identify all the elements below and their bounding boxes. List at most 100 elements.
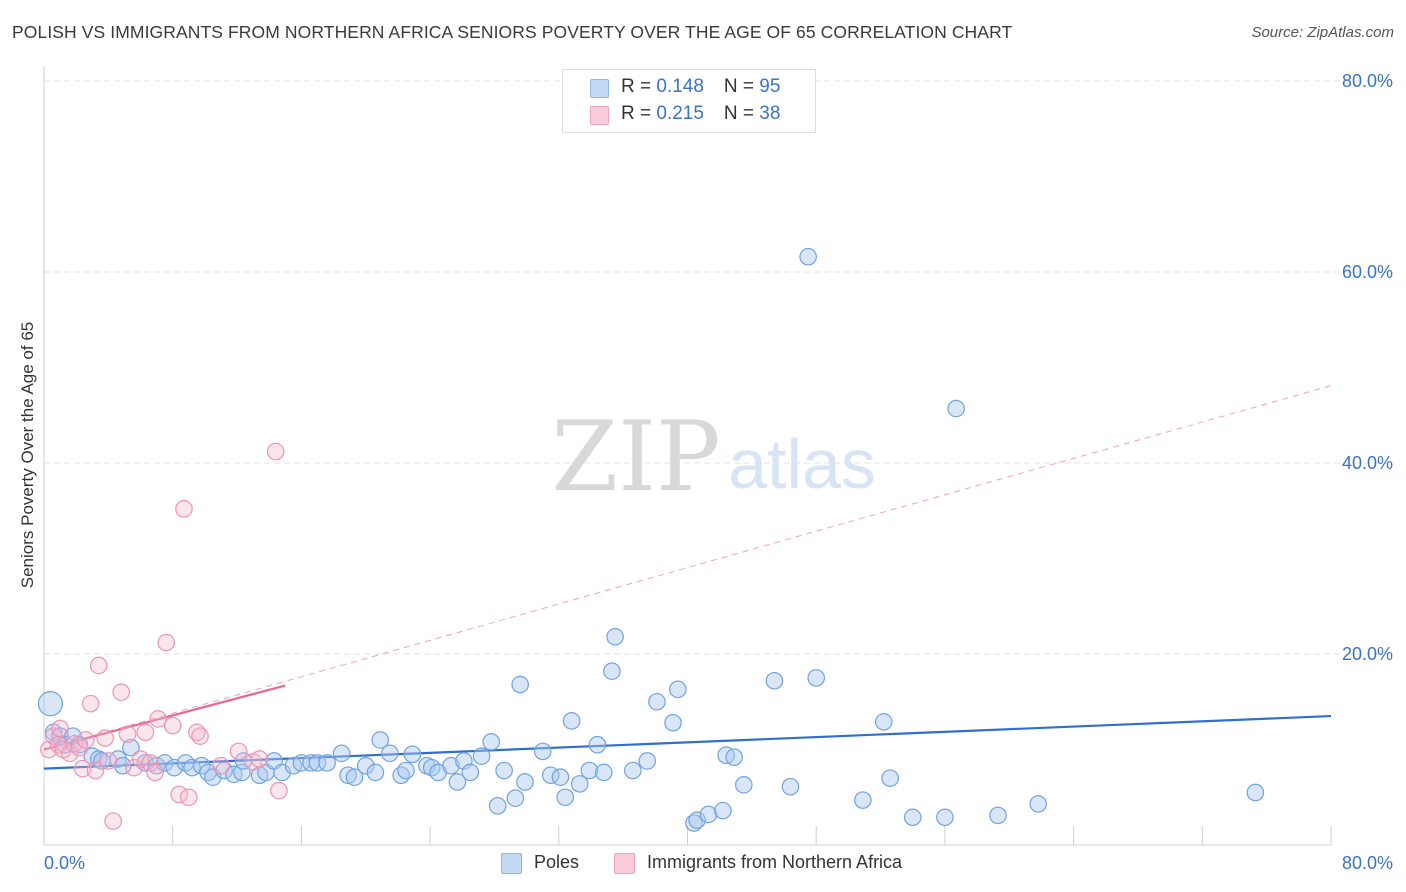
data-point-poles bbox=[881, 769, 900, 787]
data-point-poles bbox=[308, 754, 327, 772]
data-point-immigrants bbox=[77, 731, 95, 749]
data-point-poles bbox=[936, 808, 954, 827]
data-point-poles bbox=[685, 814, 703, 832]
n-value: 95 bbox=[759, 76, 781, 97]
data-point-poles bbox=[392, 766, 410, 785]
data-point-poles bbox=[588, 735, 607, 754]
x-tick-label: 0.0% bbox=[44, 853, 85, 873]
data-point-immigrants bbox=[270, 781, 288, 800]
data-point-poles bbox=[947, 399, 965, 418]
data-point-poles bbox=[37, 691, 64, 717]
data-point-poles bbox=[192, 756, 211, 775]
data-point-poles bbox=[699, 805, 718, 824]
legend-row-immigrants: R = 0.215 N = 38 bbox=[563, 102, 815, 128]
watermark-zip: ZIP bbox=[551, 401, 720, 513]
data-point-poles bbox=[765, 671, 784, 690]
data-point-poles bbox=[595, 763, 613, 782]
data-point-poles bbox=[1029, 795, 1048, 813]
legend-row-poles: R = 0.148 N = 95 bbox=[563, 75, 815, 101]
n-label: N = bbox=[723, 103, 760, 124]
data-point-poles bbox=[735, 776, 753, 794]
data-point-immigrants bbox=[60, 744, 79, 763]
data-point-immigrants bbox=[157, 633, 176, 652]
legend-swatch-immigrants bbox=[590, 106, 609, 125]
data-point-immigrants bbox=[89, 656, 108, 675]
data-point-poles bbox=[488, 797, 507, 815]
data-point-poles bbox=[989, 806, 1007, 825]
r-value: 0.215 bbox=[656, 103, 704, 124]
data-point-poles bbox=[854, 791, 872, 809]
data-point-poles bbox=[562, 712, 581, 730]
data-point-immigrants bbox=[131, 750, 150, 768]
source-label: Source: ZipAtlas.com bbox=[1251, 24, 1394, 41]
data-point-poles bbox=[397, 761, 415, 780]
data-point-poles bbox=[781, 777, 800, 796]
data-point-immigrants bbox=[104, 812, 122, 830]
data-point-poles bbox=[669, 680, 687, 699]
legend-label-poles: Poles bbox=[534, 852, 580, 872]
data-point-poles bbox=[122, 738, 140, 757]
data-point-poles bbox=[371, 731, 390, 749]
data-point-immigrants bbox=[136, 723, 155, 742]
data-point-immigrants bbox=[86, 761, 105, 780]
data-point-poles bbox=[903, 808, 922, 827]
data-point-immigrants bbox=[191, 727, 209, 745]
data-point-poles bbox=[472, 747, 491, 765]
n-value: 38 bbox=[759, 103, 781, 124]
data-point-poles bbox=[1246, 783, 1265, 802]
r-label: R = bbox=[621, 76, 657, 97]
data-point-poles bbox=[165, 758, 184, 777]
data-point-immigrants bbox=[266, 442, 285, 461]
data-point-immigrants bbox=[99, 752, 118, 770]
data-point-immigrants bbox=[73, 759, 92, 778]
data-point-immigrants bbox=[112, 683, 131, 701]
data-point-immigrants bbox=[40, 740, 58, 759]
watermark: ZIP atlas bbox=[551, 401, 876, 513]
data-point-immigrants bbox=[51, 719, 69, 738]
correlation-legend: R = 0.148 N = 95 R = 0.215 N = 38 bbox=[562, 69, 816, 133]
data-point-poles bbox=[664, 713, 682, 732]
data-point-poles bbox=[624, 761, 642, 780]
data-point-poles bbox=[332, 744, 351, 763]
legend-swatch-poles bbox=[590, 79, 609, 98]
data-point-immigrants bbox=[250, 750, 269, 768]
data-point-immigrants bbox=[81, 694, 100, 713]
n-label: N = bbox=[723, 76, 760, 97]
axes bbox=[43, 66, 1332, 846]
data-point-poles bbox=[580, 761, 599, 780]
data-point-immigrants bbox=[175, 500, 193, 518]
data-point-poles bbox=[714, 801, 732, 820]
data-point-immigrants bbox=[163, 716, 182, 735]
data-point-poles bbox=[318, 754, 336, 772]
series-legend: Poles Immigrants from Northern Africa bbox=[0, 851, 1406, 877]
data-point-immigrants bbox=[229, 742, 248, 761]
data-point-immigrants bbox=[146, 763, 164, 782]
data-point-immigrants bbox=[170, 785, 188, 804]
data-point-poles bbox=[495, 761, 513, 780]
data-point-poles bbox=[356, 756, 375, 775]
legend-label-immigrants: Immigrants from Northern Africa bbox=[647, 852, 903, 872]
data-point-poles bbox=[551, 768, 570, 786]
data-point-immigrants bbox=[118, 725, 137, 744]
data-point-poles bbox=[366, 763, 385, 782]
y-tick-label: 60.0% bbox=[1342, 262, 1393, 282]
data-point-immigrants bbox=[96, 729, 114, 747]
legend-swatch-immigrants bbox=[614, 853, 635, 874]
data-point-poles bbox=[516, 773, 534, 791]
data-point-immigrants bbox=[141, 754, 159, 772]
data-point-poles bbox=[799, 247, 817, 266]
data-point-poles bbox=[606, 628, 624, 646]
data-point-poles bbox=[807, 669, 825, 687]
data-point-poles bbox=[556, 788, 575, 807]
data-point-poles bbox=[511, 675, 529, 694]
data-point-poles bbox=[215, 761, 233, 780]
data-point-poles bbox=[448, 773, 467, 791]
x-tick-label: 80.0% bbox=[1342, 853, 1393, 873]
data-point-poles bbox=[403, 745, 422, 764]
watermark-atlas: atlas bbox=[728, 425, 876, 503]
legend-swatch-poles bbox=[501, 853, 522, 874]
data-point-poles bbox=[874, 713, 893, 731]
data-point-poles bbox=[648, 692, 666, 711]
data-point-poles bbox=[273, 763, 291, 782]
